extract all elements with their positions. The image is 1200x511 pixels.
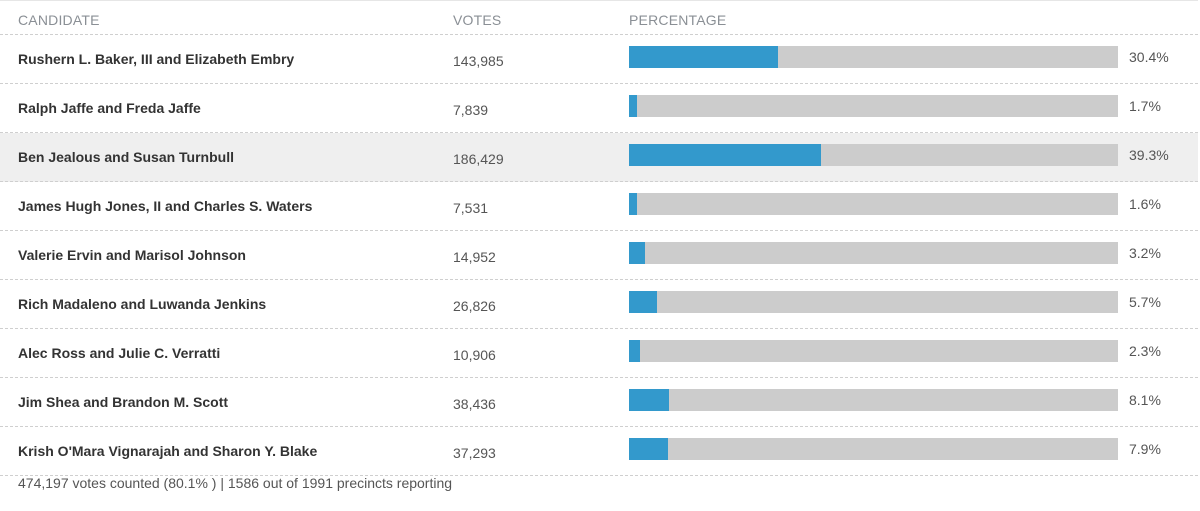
candidate-name: Krish O'Mara Vignarajah and Sharon Y. Bl… — [18, 443, 318, 459]
percentage-bar — [629, 95, 1118, 117]
reporting-summary: 474,197 votes counted (80.1% ) | 1586 ou… — [18, 475, 453, 491]
percentage-bar — [629, 242, 1118, 264]
results-table: CANDIDATE VOTES PERCENTAGE Rushern L. Ba… — [0, 0, 1198, 476]
table-header: CANDIDATE VOTES PERCENTAGE — [0, 0, 1198, 34]
percentage-bar-fill — [629, 438, 668, 460]
table-row: Rich Madaleno and Luwanda Jenkins 26,826… — [0, 280, 1198, 329]
percentage-label: 3.2% — [1129, 245, 1161, 261]
candidate-name: Valerie Ervin and Marisol Johnson — [18, 247, 246, 263]
table-row: Alec Ross and Julie C. Verratti 10,906 2… — [0, 329, 1198, 378]
percentage-bar — [629, 389, 1118, 411]
percentage-bar — [629, 340, 1118, 362]
vote-count: 7,839 — [453, 102, 489, 118]
candidate-name: Rich Madaleno and Luwanda Jenkins — [18, 296, 267, 312]
percentage-bar-fill — [629, 340, 641, 362]
table-row: Rushern L. Baker, III and Elizabeth Embr… — [0, 34, 1198, 84]
percentage-bar-fill — [629, 46, 778, 68]
vote-count: 186,429 — [453, 151, 504, 167]
candidate-name: Ralph Jaffe and Freda Jaffe — [18, 100, 201, 116]
percentage-bar — [629, 291, 1118, 313]
percentage-bar-fill — [629, 291, 657, 313]
header-votes: VOTES — [453, 12, 502, 28]
vote-count: 14,952 — [453, 249, 496, 265]
vote-count: 26,826 — [453, 298, 496, 314]
table-row: Krish O'Mara Vignarajah and Sharon Y. Bl… — [0, 427, 1198, 476]
percentage-bar — [629, 144, 1118, 166]
candidate-name: Ben Jealous and Susan Turnbull — [18, 149, 234, 165]
percentage-label: 39.3% — [1129, 147, 1169, 163]
header-candidate: CANDIDATE — [18, 12, 100, 28]
percentage-bar — [629, 193, 1118, 215]
table-row: Ralph Jaffe and Freda Jaffe 7,839 1.7% — [0, 84, 1198, 133]
vote-count: 7,531 — [453, 200, 489, 216]
percentage-label: 5.7% — [1129, 294, 1161, 310]
table-row: Ben Jealous and Susan Turnbull 186,429 3… — [0, 133, 1198, 182]
percentage-bar-fill — [629, 193, 637, 215]
percentage-bar — [629, 438, 1118, 460]
table-row: James Hugh Jones, II and Charles S. Wate… — [0, 182, 1198, 231]
percentage-label: 7.9% — [1129, 441, 1161, 457]
candidate-name: Alec Ross and Julie C. Verratti — [18, 345, 221, 361]
percentage-bar — [629, 46, 1118, 68]
vote-count: 37,293 — [453, 445, 496, 461]
percentage-label: 2.3% — [1129, 343, 1161, 359]
table-row: Jim Shea and Brandon M. Scott 38,436 8.1… — [0, 378, 1198, 427]
candidate-name: Jim Shea and Brandon M. Scott — [18, 394, 229, 410]
top-rule — [0, 0, 1198, 1]
candidate-name: Rushern L. Baker, III and Elizabeth Embr… — [18, 51, 295, 67]
percentage-bar-fill — [629, 95, 638, 117]
candidate-name: James Hugh Jones, II and Charles S. Wate… — [18, 198, 313, 214]
vote-count: 143,985 — [453, 53, 504, 69]
header-percentage: PERCENTAGE — [629, 12, 727, 28]
vote-count: 10,906 — [453, 347, 496, 363]
percentage-bar-fill — [629, 389, 669, 411]
percentage-bar-fill — [629, 242, 645, 264]
percentage-label: 8.1% — [1129, 392, 1161, 408]
percentage-label: 1.6% — [1129, 196, 1161, 212]
percentage-label: 1.7% — [1129, 98, 1161, 114]
vote-count: 38,436 — [453, 396, 496, 412]
percentage-label: 30.4% — [1129, 49, 1169, 65]
table-row: Valerie Ervin and Marisol Johnson 14,952… — [0, 231, 1198, 280]
percentage-bar-fill — [629, 144, 822, 166]
